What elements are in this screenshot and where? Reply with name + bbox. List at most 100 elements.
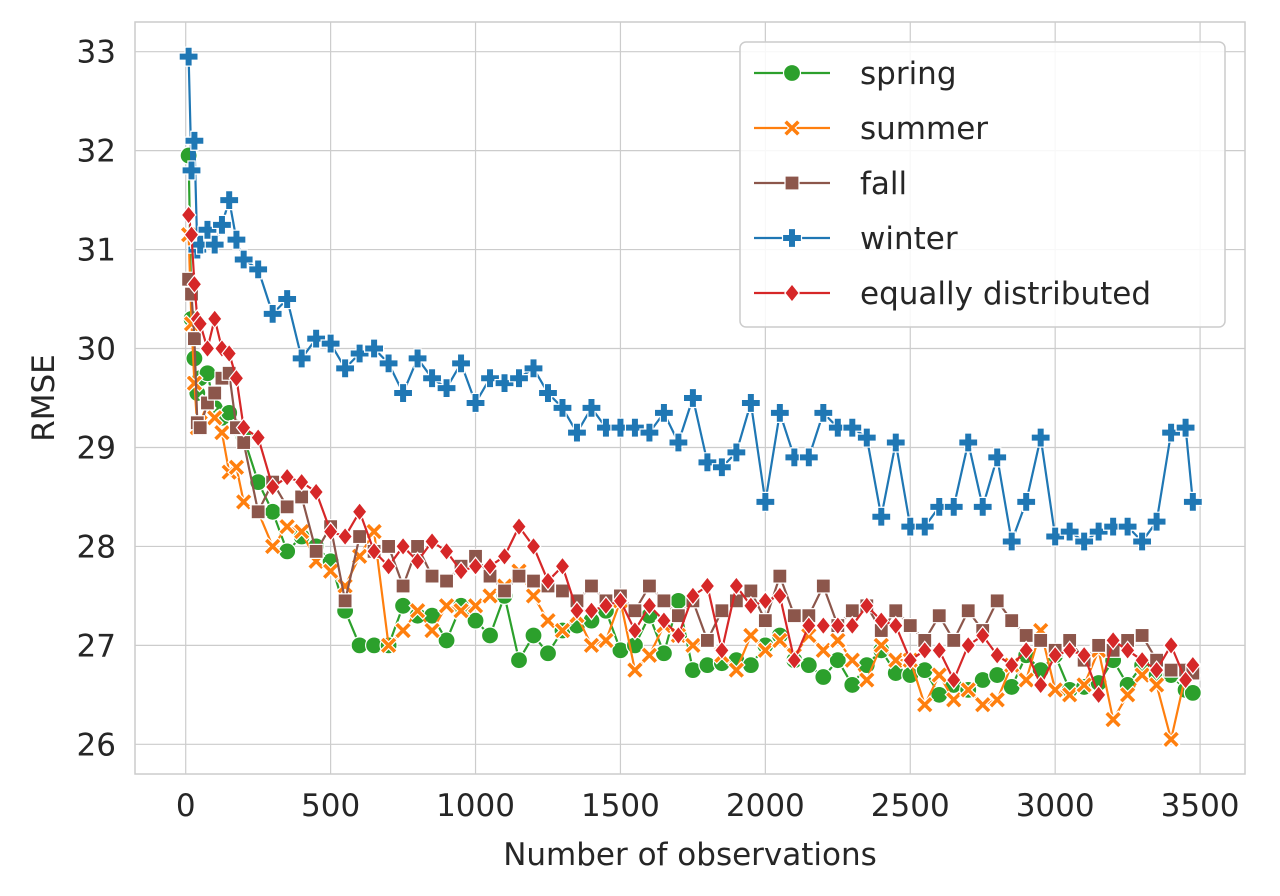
data-point-winter	[1117, 516, 1138, 537]
legend-label-equally-distributed: equally distributed	[860, 276, 1151, 312]
data-point-fall	[279, 499, 295, 515]
data-point-winter	[1160, 422, 1182, 443]
data-point-fall	[192, 420, 208, 436]
x-tick-label: 2000	[726, 788, 805, 824]
data-point-fall	[337, 593, 353, 609]
data-point-summer	[1060, 685, 1079, 705]
data-point-winter	[624, 417, 646, 438]
data-point-equally-distributed	[815, 615, 832, 636]
data-point-summer	[842, 650, 862, 670]
data-point-winter	[204, 234, 225, 255]
data-point-equally-distributed	[670, 625, 687, 646]
data-point-fall	[207, 385, 223, 401]
data-point-equally-distributed	[511, 516, 527, 537]
data-point-winter	[972, 496, 993, 517]
data-point-summer	[393, 621, 413, 640]
data-point-fall	[960, 603, 976, 619]
data-point-equally-distributed	[228, 368, 245, 389]
y-tick-label: 29	[77, 430, 116, 466]
data-point-summer	[277, 517, 297, 536]
data-point-winter	[697, 452, 718, 473]
data-point-spring	[1183, 683, 1202, 702]
data-point-winter	[184, 130, 205, 151]
data-point-fall	[250, 504, 266, 520]
data-point-spring	[263, 502, 282, 521]
data-point-equally-distributed	[1061, 640, 1078, 661]
data-point-winter	[726, 442, 747, 463]
data-point-summer	[263, 537, 282, 556]
data-point-equally-distributed	[974, 625, 991, 646]
data-point-summer	[683, 636, 703, 655]
x-tick-label: 1500	[581, 788, 660, 824]
data-point-fall	[554, 583, 571, 599]
data-point-equally-distributed	[684, 585, 701, 606]
data-point-winter	[262, 303, 283, 324]
data-point-equally-distributed	[235, 417, 252, 438]
data-point-winter	[233, 249, 254, 270]
y-tick-label: 26	[77, 727, 116, 763]
data-point-equally-distributed	[180, 204, 197, 225]
data-point-summer	[756, 640, 775, 660]
data-point-winter	[987, 447, 1008, 468]
data-point-fall	[656, 593, 672, 609]
data-point-fall	[931, 608, 947, 624]
legend-label-winter: winter	[860, 221, 958, 257]
data-point-equally-distributed	[279, 467, 296, 488]
data-point-summer	[1016, 670, 1036, 690]
data-point-fall	[352, 528, 368, 545]
data-point-equally-distributed	[186, 274, 203, 295]
data-point-winter	[711, 457, 732, 478]
data-point-summer	[1118, 685, 1137, 705]
data-point-spring	[524, 626, 543, 645]
data-point-winter	[1001, 531, 1022, 552]
data-point-winter	[682, 387, 703, 409]
legend-label-spring: spring	[860, 56, 957, 92]
x-tick-label: 3500	[1161, 788, 1240, 824]
data-point-fall	[1091, 637, 1107, 653]
legend-label-summer: summer	[860, 111, 988, 147]
data-point-equally-distributed	[438, 541, 455, 562]
data-point-winter	[929, 496, 950, 517]
data-point-equally-distributed	[337, 526, 354, 547]
legend-box	[739, 41, 1226, 328]
data-point-equally-distributed	[525, 536, 542, 557]
data-point-fall	[902, 617, 918, 634]
legend-marker-spring	[782, 63, 802, 83]
data-point-equally-distributed	[1018, 640, 1035, 661]
data-point-equally-distributed	[786, 650, 803, 671]
legend-label-fall: fall	[860, 166, 907, 202]
data-point-summer	[915, 695, 935, 715]
legend-item-summer: summer	[754, 111, 988, 147]
data-point-equally-distributed	[699, 576, 716, 596]
data-point-equally-distributed	[960, 635, 977, 656]
data-point-winter	[248, 259, 269, 280]
data-point-equally-distributed	[540, 571, 556, 592]
data-point-winter	[219, 190, 240, 211]
data-point-spring	[480, 626, 500, 645]
data-point-equally-distributed	[641, 595, 658, 616]
data-point-equally-distributed	[264, 477, 281, 498]
data-point-spring	[988, 665, 1007, 685]
data-point-winter	[407, 348, 428, 369]
data-point-equally-distributed	[308, 482, 325, 502]
data-point-equally-distributed	[1177, 670, 1194, 690]
data-point-summer	[640, 645, 659, 665]
data-point-fall	[772, 568, 788, 584]
plot-frame	[134, 21, 1246, 775]
data-point-equally-distributed	[467, 556, 484, 577]
data-point-equally-distributed	[931, 640, 948, 661]
data-point-fall	[699, 632, 715, 649]
data-point-winter	[566, 422, 588, 443]
data-point-equally-distributed	[1003, 655, 1020, 676]
y-tick-label: 27	[77, 628, 116, 664]
data-point-winter	[885, 432, 906, 453]
data-point-spring	[509, 651, 529, 670]
data-point-winter	[595, 417, 617, 438]
data-point-equally-distributed	[626, 620, 643, 641]
data-point-summer	[553, 621, 572, 640]
data-point-fall	[946, 632, 962, 649]
data-point-winter	[363, 338, 385, 359]
data-point-equally-distributed	[1090, 684, 1107, 705]
data-point-equally-distributed	[829, 615, 846, 636]
data-point-winter	[436, 378, 457, 399]
